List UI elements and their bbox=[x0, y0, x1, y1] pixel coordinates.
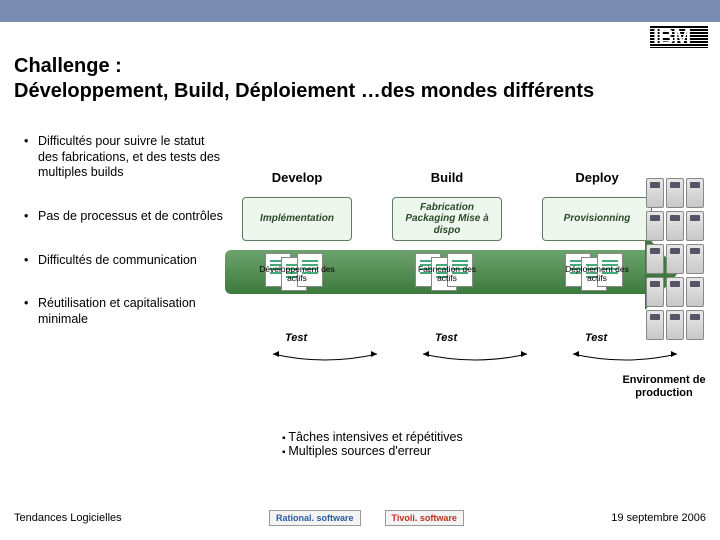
asset-label: Déploiement des actifs bbox=[557, 265, 637, 283]
phase-deploy: Deploy Provisionning Déploiement des act… bbox=[537, 134, 657, 299]
page-title: Challenge : Développement, Build, Déploi… bbox=[14, 54, 720, 104]
server-icon bbox=[666, 310, 684, 340]
server-icon bbox=[686, 310, 704, 340]
server-icon bbox=[646, 178, 664, 208]
server-icon bbox=[646, 310, 664, 340]
server-icon bbox=[686, 211, 704, 241]
phase-develop: Develop Implémentation Développement des… bbox=[237, 134, 357, 299]
svg-text:IBM: IBM bbox=[653, 26, 690, 48]
bullet-item: Difficultés de communication bbox=[24, 253, 225, 269]
server-icon bbox=[646, 211, 664, 241]
phase-box: Fabrication Packaging Mise à dispo bbox=[392, 197, 502, 241]
phase-head: Develop bbox=[237, 170, 357, 185]
footnote-item: Tâches intensives et répétitives bbox=[282, 430, 463, 444]
bullet-item: Réutilisation et capitalisation minimale bbox=[24, 296, 225, 327]
tivoli-logo: Tivoli. software bbox=[385, 510, 464, 526]
server-icon bbox=[666, 277, 684, 307]
server-icon bbox=[646, 244, 664, 274]
server-icon bbox=[686, 277, 704, 307]
phase-head: Build bbox=[387, 170, 507, 185]
asset-label: Développement des actifs bbox=[257, 265, 337, 283]
test-label: Test bbox=[435, 332, 457, 344]
footer: Tendances Logicielles Rational. software… bbox=[14, 510, 706, 526]
phase-head: Deploy bbox=[537, 170, 657, 185]
footer-date: 19 septembre 2006 bbox=[611, 512, 706, 524]
server-icon bbox=[686, 178, 704, 208]
asset-label: Fabrication des actifs bbox=[407, 265, 487, 283]
server-icon bbox=[666, 211, 684, 241]
bullet-item: Difficultés pour suivre le statut des fa… bbox=[24, 134, 225, 181]
server-icon bbox=[646, 277, 664, 307]
ibm-logo: IBM bbox=[650, 26, 708, 48]
footer-logos: Rational. software Tivoli. software bbox=[269, 510, 464, 526]
phase-box: Provisionning bbox=[542, 197, 652, 241]
title-line1: Challenge : bbox=[14, 55, 122, 77]
server-icon bbox=[666, 244, 684, 274]
server-rack bbox=[641, 178, 709, 343]
server-icon bbox=[686, 244, 704, 274]
test-arrow-icon bbox=[565, 346, 685, 362]
footnote-item: Multiples sources d'erreur bbox=[282, 444, 463, 458]
top-bar bbox=[0, 0, 720, 22]
environment-label: Environment de production bbox=[615, 374, 713, 399]
test-label: Test bbox=[285, 332, 307, 344]
asset-stack: Fabrication des actifs bbox=[407, 251, 487, 299]
phase-build: Build Fabrication Packaging Mise à dispo… bbox=[387, 134, 507, 299]
test-arrow-icon bbox=[265, 346, 385, 362]
footnotes: Tâches intensives et répétitives Multipl… bbox=[282, 430, 463, 458]
rational-logo: Rational. software bbox=[269, 510, 361, 526]
asset-stack: Déploiement des actifs bbox=[557, 251, 637, 299]
asset-stack: Développement des actifs bbox=[257, 251, 337, 299]
bullet-list: Difficultés pour suivre le statut des fa… bbox=[0, 134, 225, 424]
title-line2: Développement, Build, Déploiement …des m… bbox=[14, 80, 594, 102]
bullet-item: Pas de processus et de contrôles bbox=[24, 209, 225, 225]
footer-left: Tendances Logicielles bbox=[14, 512, 122, 524]
phase-box: Implémentation bbox=[242, 197, 352, 241]
test-label: Test bbox=[585, 332, 607, 344]
server-icon bbox=[666, 178, 684, 208]
test-arrow-icon bbox=[415, 346, 535, 362]
process-diagram: Develop Implémentation Développement des… bbox=[225, 134, 705, 424]
